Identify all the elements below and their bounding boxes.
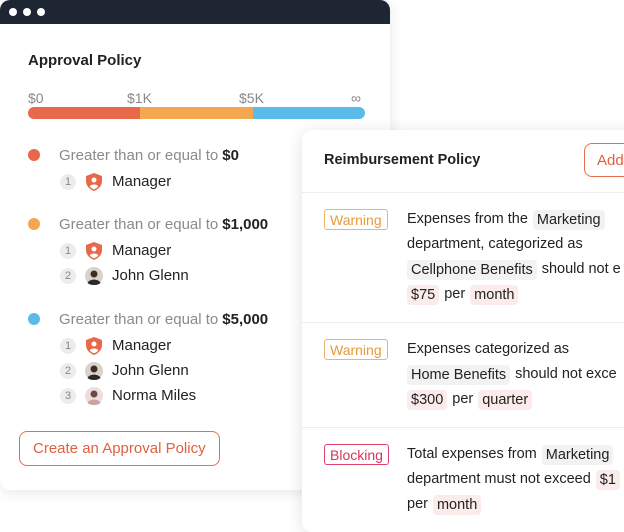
scale-label: $1K	[127, 90, 152, 106]
amount-scale-labels: $0 $1K $5K ∞	[28, 90, 365, 108]
rule-description: Expenses from the Marketing department, …	[407, 207, 624, 307]
warning-badge: Warning	[324, 209, 388, 230]
rule-text: per	[452, 391, 474, 407]
blocking-badge: Blocking	[324, 444, 389, 465]
approver-name: John Glenn	[112, 362, 189, 379]
range-segment-tier2	[140, 107, 253, 119]
tier-condition: Greater than or equal to	[59, 310, 219, 328]
rule-text: department, categorized as	[407, 236, 583, 252]
avatar	[85, 386, 103, 405]
approver-row: 2 John Glenn	[60, 358, 268, 383]
approver-name: Manager	[112, 173, 172, 190]
tier-color-dot	[28, 218, 40, 230]
range-segment-tier3	[253, 107, 365, 119]
approver-row: 1 Manager	[60, 333, 268, 358]
rule-text: Total expenses from	[407, 446, 537, 462]
rule-description: Total expenses from Marketing department…	[407, 442, 624, 517]
rule-text: department must not exceed	[407, 471, 591, 487]
reimbursement-policy-card: Reimbursement Policy Add Warning Expense…	[302, 130, 624, 532]
rule-text: should not e	[541, 261, 621, 277]
approval-tier: Greater than or equal to $1,000 1 Manage…	[28, 214, 268, 288]
category-chip: Cellphone Benefits	[407, 259, 537, 280]
step-number: 1	[60, 337, 76, 354]
rule-text: per	[407, 496, 428, 512]
avatar	[85, 266, 103, 285]
approver-row: 1 Manager	[60, 169, 239, 194]
step-number: 1	[60, 242, 76, 259]
tier-amount: $1,000	[222, 215, 269, 233]
rule-text: Expenses from the	[407, 211, 528, 227]
rule-description: Expenses categorized as Home Benefits sh…	[407, 337, 624, 412]
approver-row: 2 John Glenn	[60, 263, 268, 288]
tier-color-dot	[28, 313, 40, 325]
tier-amount: $0	[222, 146, 239, 164]
amount-chip: $300	[407, 389, 448, 410]
window-dot-icon	[9, 8, 17, 16]
approval-policy-title: Approval Policy	[28, 52, 142, 69]
approver-name: John Glenn	[112, 267, 189, 284]
scale-label: $0	[28, 90, 44, 106]
step-number: 2	[60, 362, 76, 379]
reimbursement-policy-title: Reimbursement Policy	[324, 152, 481, 168]
tier-color-dot	[28, 149, 40, 161]
range-segment-tier1	[28, 107, 140, 119]
manager-shield-icon	[85, 241, 103, 260]
amount-range-bar	[28, 107, 365, 119]
divider	[302, 192, 624, 193]
window-dot-icon	[23, 8, 31, 16]
tier-condition: Greater than or equal to	[59, 146, 219, 164]
add-button[interactable]: Add	[584, 143, 624, 177]
approval-tier: Greater than or equal to $0 1 Manager	[28, 145, 239, 194]
divider	[302, 322, 624, 323]
avatar	[85, 361, 103, 380]
approver-name: Manager	[112, 337, 172, 354]
period-chip: month	[432, 494, 482, 515]
approver-name: Norma Miles	[112, 387, 197, 404]
tier-condition: Greater than or equal to	[59, 215, 219, 233]
manager-shield-icon	[85, 336, 103, 355]
amount-chip: $75	[407, 284, 440, 305]
period-chip: month	[470, 284, 519, 305]
scale-label: ∞	[351, 90, 361, 106]
approval-tier: Greater than or equal to $5,000 1 Manage…	[28, 309, 268, 408]
warning-badge: Warning	[324, 339, 388, 360]
divider	[302, 427, 624, 428]
tier-amount: $5,000	[222, 310, 269, 328]
create-approval-policy-button[interactable]: Create an Approval Policy	[19, 431, 220, 466]
manager-shield-icon	[85, 172, 103, 191]
step-number: 3	[60, 387, 76, 404]
approver-row: 1 Manager	[60, 238, 268, 263]
scale-label: $5K	[239, 90, 264, 106]
window-dot-icon	[37, 8, 45, 16]
step-number: 2	[60, 267, 76, 284]
approver-row: 3 Norma Miles	[60, 383, 268, 408]
rule-text: per	[444, 286, 466, 302]
rule-text: Expenses categorized as	[407, 341, 570, 357]
category-chip: Home Benefits	[407, 364, 511, 385]
department-chip: Marketing	[541, 444, 614, 465]
approver-name: Manager	[112, 242, 172, 259]
period-chip: quarter	[478, 389, 533, 410]
step-number: 1	[60, 173, 76, 190]
amount-chip: $1	[595, 469, 620, 490]
department-chip: Marketing	[532, 209, 605, 230]
window-titlebar	[0, 0, 390, 24]
rule-text: should not exce	[515, 366, 617, 382]
